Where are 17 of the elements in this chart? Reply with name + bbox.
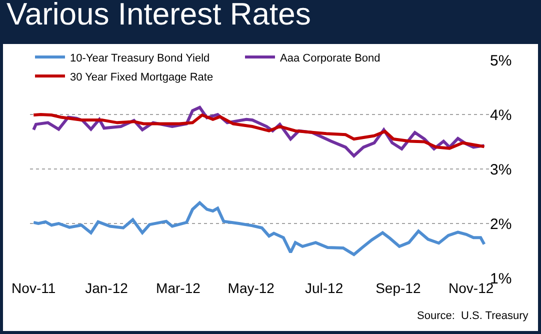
x-tick-label: May-12 — [228, 280, 275, 296]
source-note: Source: U.S. Treasury — [417, 310, 529, 322]
x-tick-label: Jul-12 — [304, 280, 344, 296]
x-tick-label: Nov-11 — [12, 280, 56, 296]
legend-label: Aaa Corporate Bond — [280, 52, 380, 64]
line-series — [32, 113, 486, 150]
x-tick-label: Sep-12 — [376, 280, 421, 296]
x-tick-label: Jan-12 — [85, 280, 128, 296]
line-series — [32, 201, 486, 256]
y-tick-label: 2% — [490, 216, 512, 233]
legend-label: 10-Year Treasury Bond Yield — [70, 52, 210, 64]
y-tick-label: 5% — [490, 52, 512, 70]
legend-label: 30 Year Fixed Mortgage Rate — [70, 71, 214, 84]
chart-title: Various Interest Rates — [6, 0, 311, 32]
y-tick-label: 4% — [490, 106, 512, 124]
x-tick-label: Mar-12 — [156, 280, 201, 296]
y-tick-label: 3% — [490, 161, 512, 178]
